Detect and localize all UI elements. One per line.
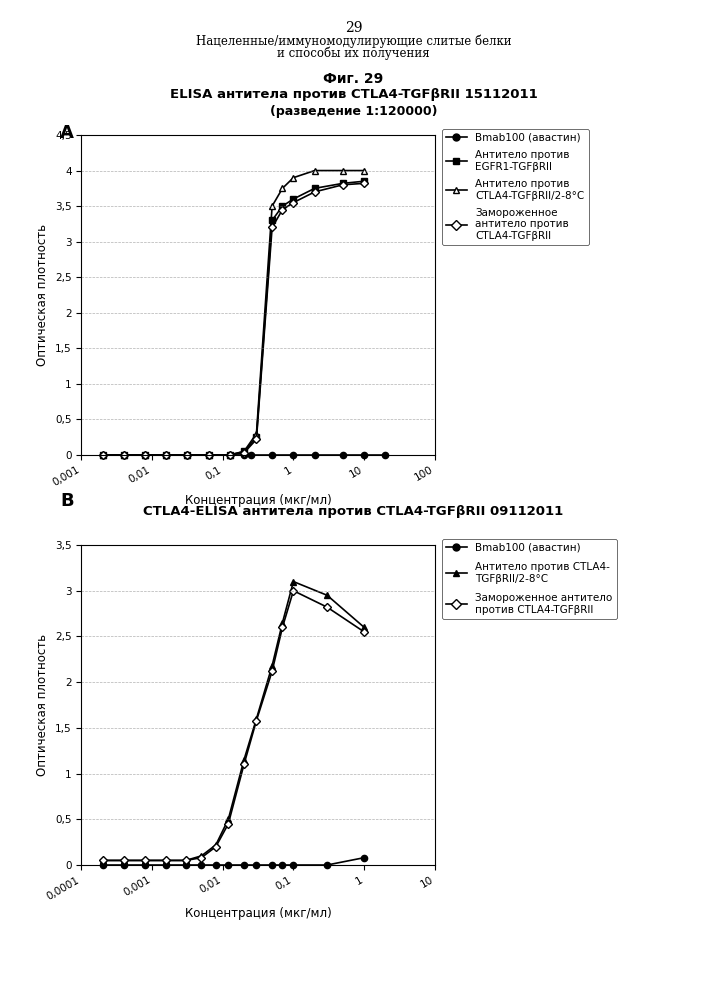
- Text: ELISA антитела против CTLA4-TGFβRII 15112011: ELISA антитела против CTLA4-TGFβRII 1511…: [170, 88, 537, 101]
- Text: B: B: [60, 492, 74, 510]
- Text: 29: 29: [345, 21, 362, 35]
- X-axis label: Концентрация (мкг/мл): Концентрация (мкг/мл): [185, 907, 332, 920]
- Y-axis label: Оптическая плотность: Оптическая плотность: [36, 634, 49, 776]
- Text: A: A: [60, 124, 74, 142]
- Legend: Bmab100 (авастин), Антитело против
EGFR1-TGFβRII, Антитело против
CTLA4-TGFβRII/: Bmab100 (авастин), Антитело против EGFR1…: [442, 129, 589, 245]
- Text: (разведение 1:120000): (разведение 1:120000): [270, 105, 437, 118]
- X-axis label: Концентрация (мкг/мл): Концентрация (мкг/мл): [185, 494, 332, 507]
- Text: Фиг. 29: Фиг. 29: [323, 72, 384, 86]
- Text: CTLA4-ELISA антитела против CTLA4-TGFβRII 09112011: CTLA4-ELISA антитела против CTLA4-TGFβRI…: [144, 505, 563, 518]
- Y-axis label: Оптическая плотность: Оптическая плотность: [36, 224, 49, 366]
- Text: Нацеленные/иммуномодулирующие слитые белки: Нацеленные/иммуномодулирующие слитые бел…: [196, 34, 511, 47]
- Legend: Bmab100 (авастин), Антитело против CTLA4-
TGFβRII/2-8°C, Замороженное антитело
п: Bmab100 (авастин), Антитело против CTLA4…: [442, 539, 617, 619]
- Text: и способы их получения: и способы их получения: [277, 46, 430, 60]
